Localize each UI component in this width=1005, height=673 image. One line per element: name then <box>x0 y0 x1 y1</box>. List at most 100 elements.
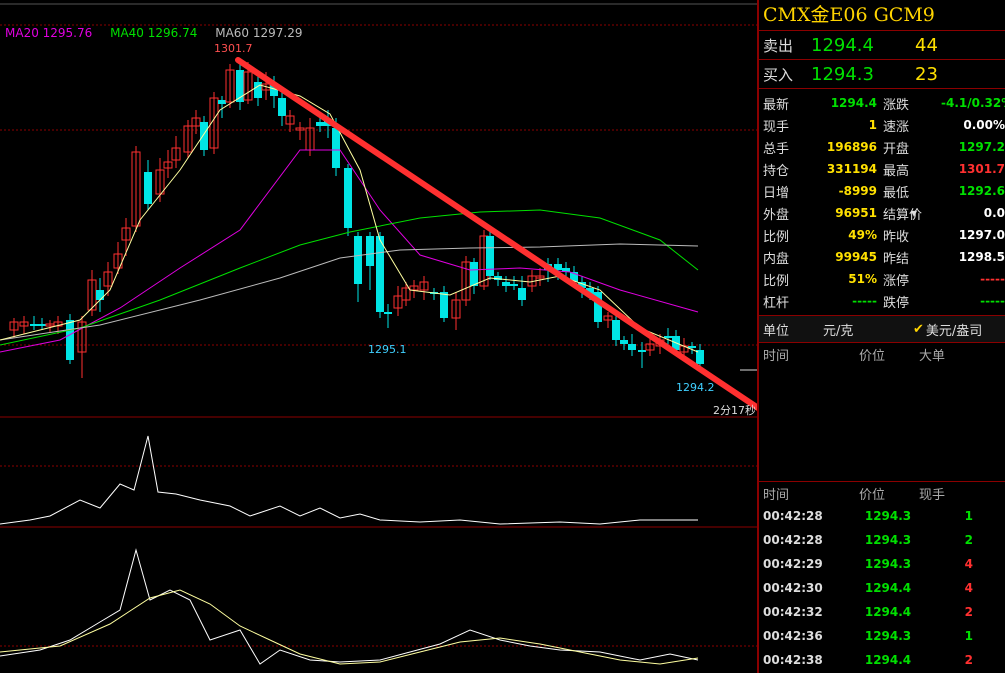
candle-body <box>510 284 518 286</box>
candle-body <box>254 82 262 98</box>
candle-body <box>645 343 655 351</box>
candle-body <box>419 281 429 291</box>
candle-body <box>225 69 235 103</box>
stat-value: 1 <box>868 118 877 132</box>
candle-body <box>664 336 672 338</box>
dropdown-caret-icon[interactable]: ▾ <box>911 206 918 220</box>
tick-qty: 2 <box>964 605 973 619</box>
candle-body <box>9 321 19 331</box>
stat-row: 最新 1294.4 涨跌 -4.1/0.32% <box>759 92 1005 114</box>
stat-label-2: 涨停 <box>883 273 910 289</box>
stat-value: 96951 <box>835 206 877 220</box>
stat-label-2: 结算价 <box>883 207 923 223</box>
unit-selector[interactable]: 单位 元/克 ✔ 美元/盎司 <box>759 316 1005 343</box>
tick-price: 1294.3 <box>864 533 912 547</box>
stat-value: ----- <box>852 294 877 308</box>
tick-row[interactable]: 00:42:28 1294.3 2 <box>759 528 1005 552</box>
low-price-label: 1295.1 <box>368 343 407 356</box>
ask-label: 卖出 <box>763 36 794 55</box>
candle-body <box>243 71 253 101</box>
candlestick-chart[interactable] <box>0 0 757 673</box>
tick-qty: 1 <box>964 509 973 523</box>
tick-time: 00:42:28 <box>763 533 823 547</box>
stat-value-2: 1297.0 <box>958 228 1005 242</box>
tick-time: 00:42:28 <box>763 509 823 523</box>
stat-value-2: 1301.7 <box>958 162 1005 176</box>
tick-row[interactable]: 00:42:32 1294.4 2 <box>759 600 1005 624</box>
tick-qty: 4 <box>964 581 973 595</box>
bid-price: 1294.3 <box>811 63 874 85</box>
candle-body <box>96 290 104 300</box>
ask-qty: 44 <box>915 34 938 56</box>
candle-body <box>285 115 295 125</box>
candle-body <box>278 98 286 116</box>
oscillator-line <box>0 548 699 665</box>
tick-price: 1294.4 <box>864 581 912 595</box>
unit-option-yuan[interactable]: 元/克 <box>823 323 854 339</box>
stat-value: 99945 <box>835 250 877 264</box>
candle-body <box>401 287 411 301</box>
unit-option-usd[interactable]: 美元/盎司 <box>925 323 983 339</box>
ma20-label: MA20 1295.76 <box>5 26 93 40</box>
stat-row: 比例 49% 昨收 1297.0 <box>759 224 1005 246</box>
stat-value: 331194 <box>826 162 877 176</box>
tick-time: 00:42:32 <box>763 605 823 619</box>
candle-body <box>376 236 384 312</box>
volume-indicator-line <box>0 435 698 525</box>
candle-body <box>393 295 403 309</box>
stat-label-2: 跌停 <box>883 295 910 311</box>
tick-size-header: 现手 <box>919 487 946 503</box>
candle-body <box>66 320 74 360</box>
candle-body <box>494 276 502 280</box>
countdown-label: 2分17秒 <box>713 404 756 417</box>
candle-body <box>562 268 570 272</box>
stat-value: 49% <box>848 228 877 242</box>
candle-body <box>19 321 29 327</box>
tick-row[interactable]: 00:42:38 1294.4 2 <box>759 648 1005 672</box>
candle-body <box>144 172 152 204</box>
bid-row[interactable]: 买入 1294.3 23 <box>759 60 1005 89</box>
stat-value-2: ----- <box>980 272 1005 286</box>
stat-value-2: ----- <box>980 294 1005 308</box>
stat-label-2: 最高 <box>883 163 910 179</box>
candle-body <box>354 236 362 284</box>
stat-value-2: 0.00% <box>963 118 1005 132</box>
tick-qty: 2 <box>964 533 973 547</box>
stat-label-2: 昨结 <box>883 251 910 267</box>
big-order-price-header: 价位 <box>859 348 886 364</box>
tick-time-header: 时间 <box>763 487 790 503</box>
chart-area[interactable]: MA20 1295.76 MA40 1296.74 MA60 1297.29 1… <box>0 0 757 673</box>
tick-price: 1294.4 <box>864 605 912 619</box>
candle-body <box>183 125 193 153</box>
tick-price: 1294.4 <box>864 653 912 667</box>
stat-row: 外盘 96951 结算价 ▾ 0.0 <box>759 202 1005 224</box>
ma60-line <box>0 243 699 341</box>
candle-body <box>612 320 620 340</box>
tick-row[interactable]: 00:42:29 1294.3 4 <box>759 552 1005 576</box>
candle-body <box>316 122 324 126</box>
high-price-label: 1301.7 <box>214 42 253 55</box>
stat-row: 内盘 99945 昨结 1298.5 <box>759 246 1005 268</box>
tick-row[interactable]: 00:42:30 1294.4 4 <box>759 576 1005 600</box>
tick-row[interactable]: 00:42:28 1294.3 1 <box>759 504 1005 528</box>
unit-label: 单位 <box>763 323 790 339</box>
candle-body <box>502 282 510 286</box>
trend-arrow-line <box>235 57 757 411</box>
stat-label-2: 涨跌 <box>883 97 910 113</box>
check-icon: ✔ <box>913 321 924 337</box>
stat-row: 现手 1 速涨 0.00% <box>759 114 1005 136</box>
stat-label-2: 昨收 <box>883 229 910 245</box>
candle-body <box>440 292 448 318</box>
candle-body <box>209 97 219 149</box>
candle-body <box>688 346 696 348</box>
stat-row: 持仓 331194 最高 1301.7 <box>759 158 1005 180</box>
candle-body <box>535 275 545 279</box>
tick-time: 00:42:38 <box>763 653 823 667</box>
ask-row[interactable]: 卖出 1294.4 44 <box>759 31 1005 60</box>
tick-list[interactable]: 00:42:28 1294.3 1 00:42:28 1294.3 2 00:42:29 12… <box>759 504 1005 672</box>
tick-row[interactable]: 00:42:36 1294.3 1 <box>759 624 1005 648</box>
ma40-label: MA40 1296.74 <box>110 26 198 40</box>
tick-price-header: 价位 <box>859 487 886 503</box>
big-order-size-header: 大单 <box>919 348 946 364</box>
bid-label: 买入 <box>763 65 794 84</box>
